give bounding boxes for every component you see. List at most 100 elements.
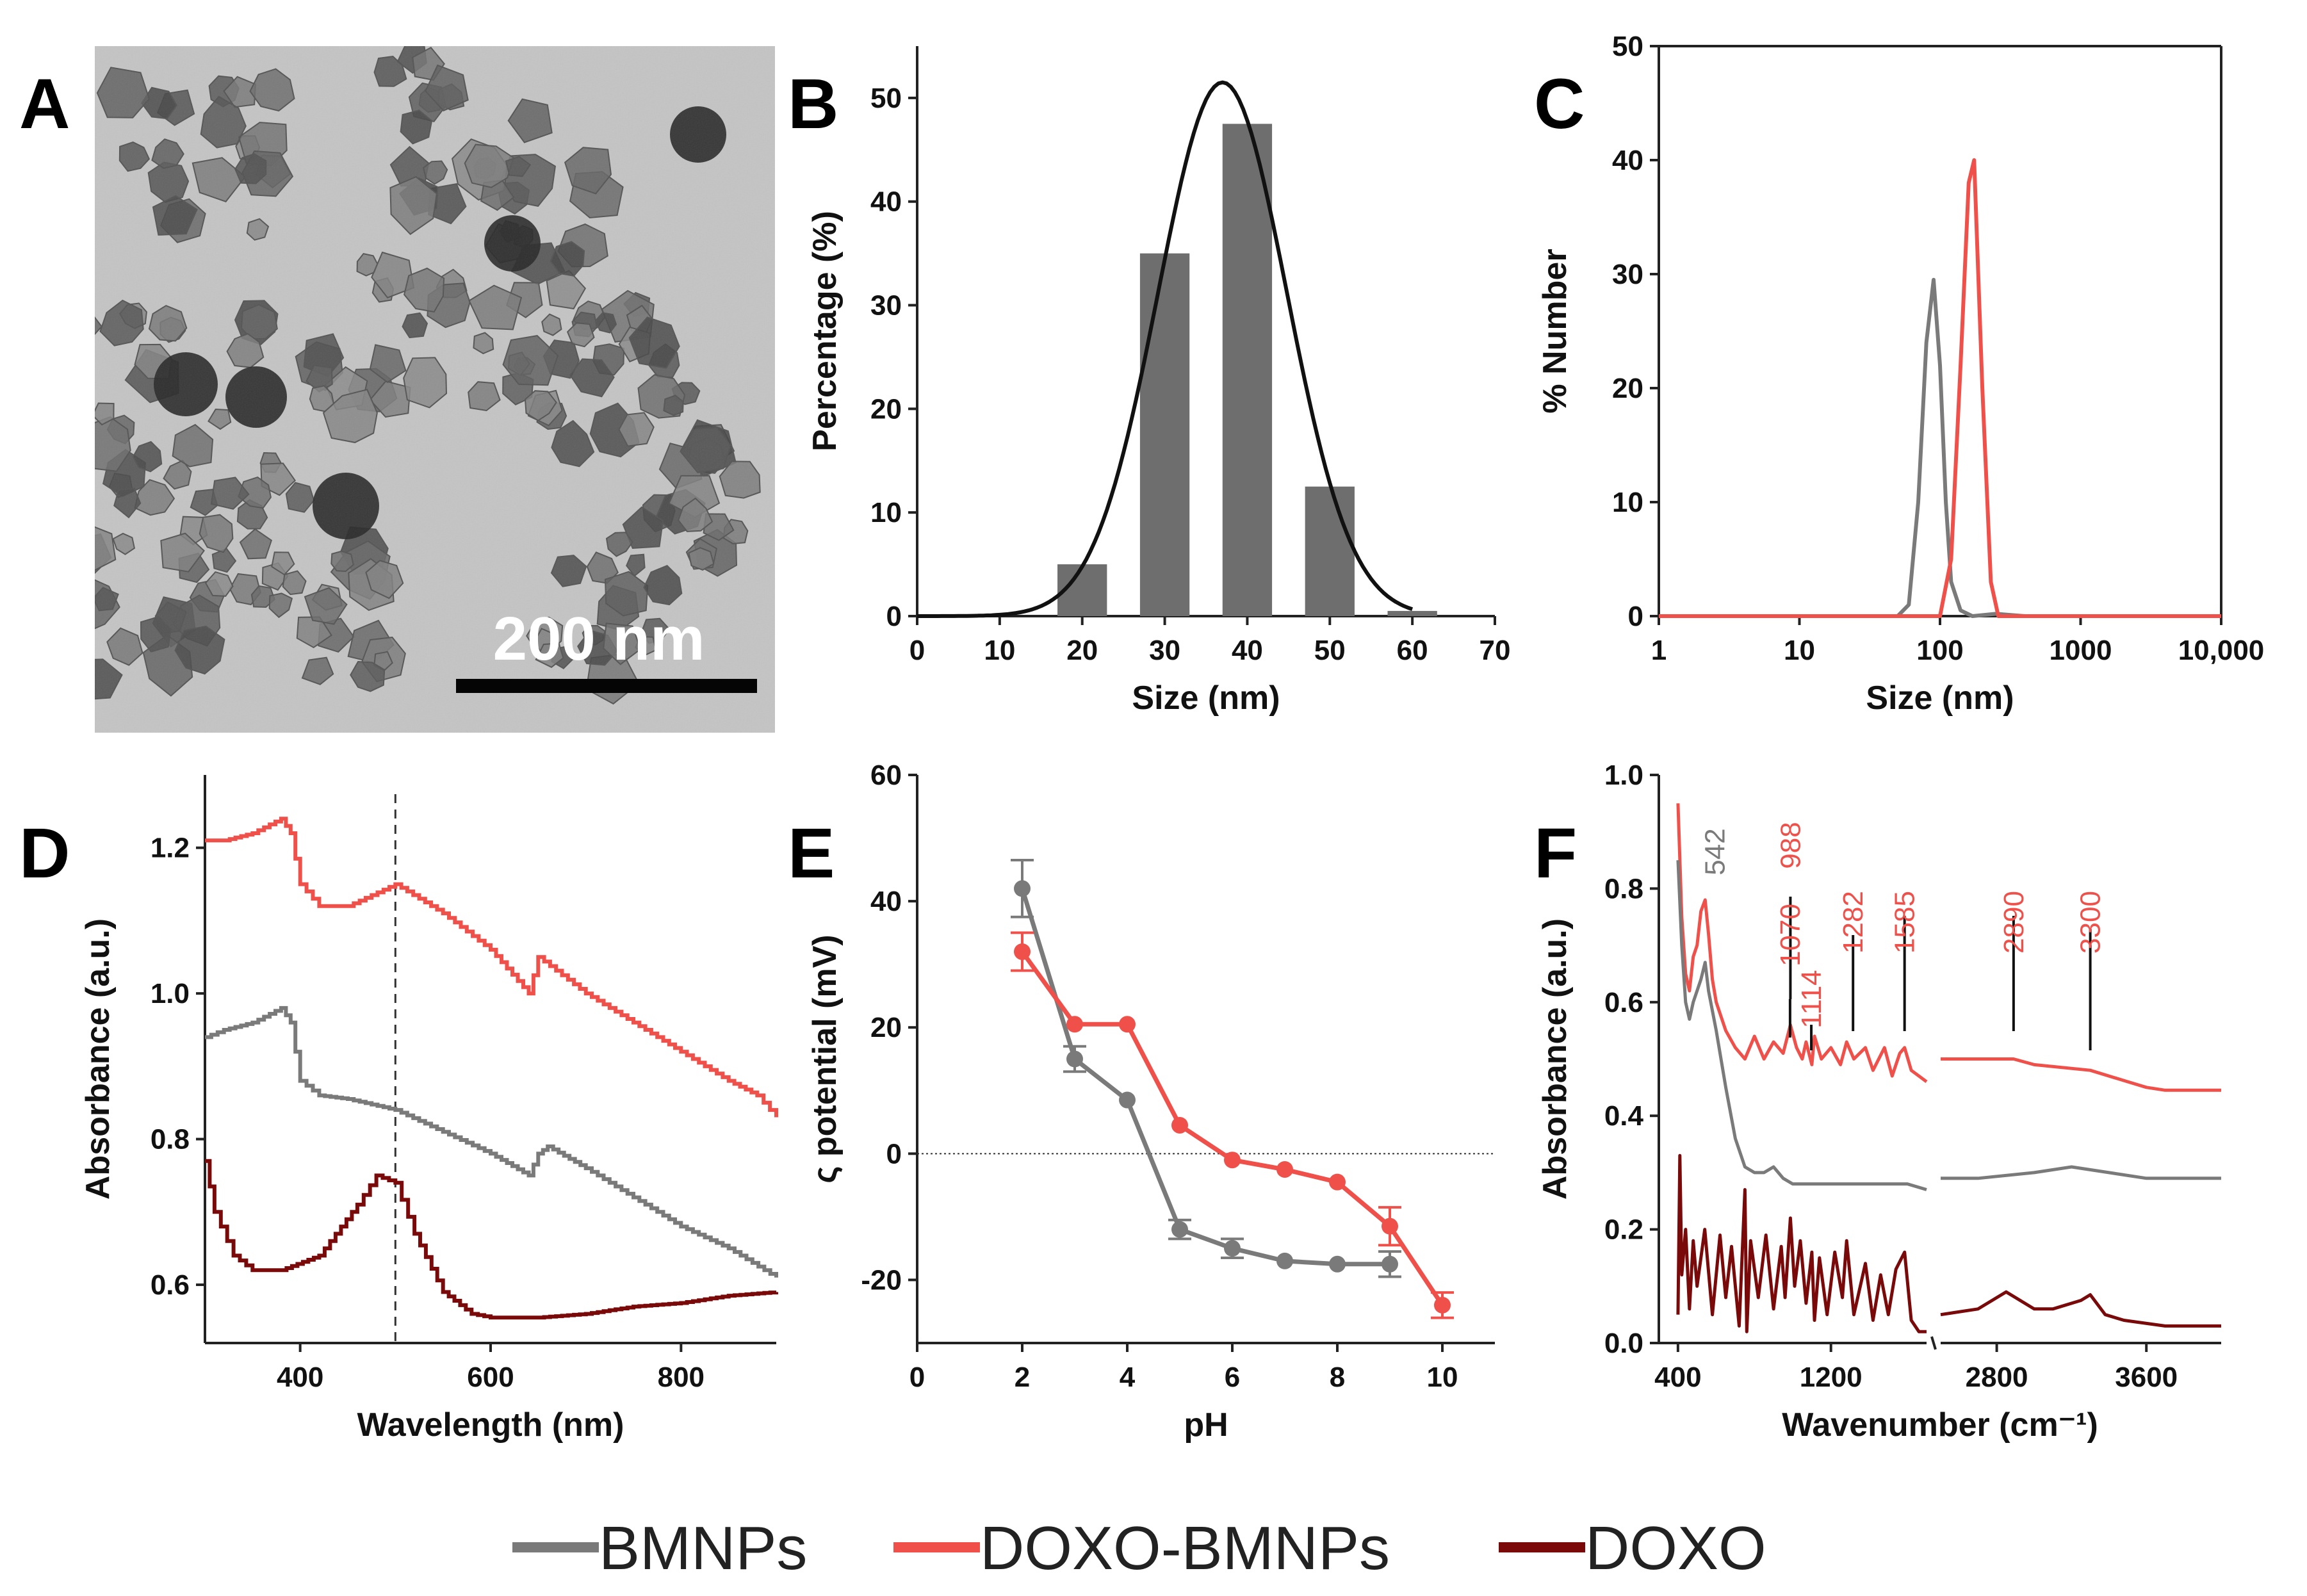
gaussian-fit-curve bbox=[917, 80, 1414, 618]
panel-e-zeta-potential: 0 2 4 6 8 10 -20 0 20 40 60 pH ς potential (mV) bbox=[806, 760, 1495, 1444]
panel-f-x-tick-label: 3600 bbox=[2115, 1362, 2178, 1393]
panel-b-x-tick-label: 60 bbox=[1397, 635, 1428, 666]
peak-label-2890: 2890 bbox=[1998, 891, 2030, 954]
panel-f-y-tick-label: 0.6 bbox=[1604, 987, 1643, 1018]
series-line-doxo-bmnps bbox=[1676, 803, 1928, 1084]
panel-f-x-tick-label: 1200 bbox=[1800, 1362, 1863, 1393]
panel-d-x-tick-label: 400 bbox=[277, 1362, 323, 1393]
panel-e-y-tick-label: 60 bbox=[870, 760, 902, 791]
data-point-doxo-bmnps bbox=[1329, 1173, 1346, 1191]
series-line-doxo bbox=[205, 1159, 778, 1320]
panel-letter-c: C bbox=[1534, 65, 1585, 143]
panel-c-x-tick-label: 1 bbox=[1651, 635, 1667, 666]
axis-break-mark bbox=[1930, 1336, 1937, 1350]
legend-label-doxo-bmnps: DOXO-BMNPs bbox=[980, 1514, 1390, 1583]
panel-b-x-tick-label: 10 bbox=[984, 635, 1015, 666]
series-line-bmnps bbox=[1659, 277, 2137, 618]
series-line-bmnps bbox=[1676, 859, 1927, 1191]
panel-c-y-tick-label: 30 bbox=[1612, 259, 1643, 290]
panel-d-y-tick-label: 1.2 bbox=[151, 833, 190, 864]
panel-e-x-axis-label: pH bbox=[1184, 1406, 1228, 1444]
panel-f-y-tick-label: 0.0 bbox=[1604, 1328, 1643, 1359]
data-point-doxo-bmnps bbox=[1224, 1152, 1241, 1169]
panel-e-x-tick-label: 4 bbox=[1120, 1362, 1136, 1393]
panel-b-x-tick-label: 70 bbox=[1480, 635, 1511, 666]
series-line-bmnps bbox=[205, 1006, 778, 1278]
data-point-doxo-bmnps bbox=[1382, 1217, 1398, 1235]
panel-f-x-tick-label: 2800 bbox=[1966, 1362, 2028, 1393]
panel-e-x-tick-label: 6 bbox=[1225, 1362, 1240, 1393]
series-line-bmnps-high-wavenumber bbox=[1941, 1165, 2221, 1180]
panel-b-y-tick-label: 0 bbox=[886, 601, 902, 632]
panel-c-y-tick-label: 10 bbox=[1612, 487, 1643, 518]
panel-c-y-tick-label: 20 bbox=[1612, 373, 1643, 404]
peak-label-988: 988 bbox=[1775, 822, 1806, 868]
panel-c-y-tick-label: 50 bbox=[1612, 31, 1643, 62]
data-point-doxo-bmnps bbox=[1276, 1160, 1293, 1178]
legend: BMNPs DOXO-BMNPs DOXO bbox=[512, 1514, 1766, 1583]
panel-e-y-tick-label: -20 bbox=[861, 1264, 902, 1296]
histogram-bar bbox=[1139, 253, 1190, 616]
panel-e-x-tick-label: 0 bbox=[909, 1362, 925, 1393]
panel-b-y-tick-label: 10 bbox=[870, 497, 902, 528]
panel-c-y-tick-label: 0 bbox=[1628, 601, 1643, 632]
data-point-bmnps bbox=[1014, 880, 1031, 897]
data-point-doxo-bmnps bbox=[1119, 1016, 1136, 1033]
legend-label-bmnps: BMNPs bbox=[599, 1514, 807, 1583]
panel-c-x-tick-label: 10 bbox=[1784, 635, 1815, 666]
panel-b-y-tick-label: 30 bbox=[870, 290, 902, 322]
panel-letter-a: A bbox=[19, 65, 70, 143]
histogram-bar bbox=[1305, 486, 1355, 616]
panel-b-x-tick-label: 0 bbox=[909, 635, 925, 666]
peak-label-1070: 1070 bbox=[1775, 904, 1806, 966]
peak-label-1585: 1585 bbox=[1889, 891, 1921, 954]
panel-d-y-axis-label: Absorbance (a.u.) bbox=[79, 918, 117, 1200]
data-point-bmnps bbox=[1119, 1091, 1136, 1109]
data-point-doxo-bmnps bbox=[1066, 1016, 1083, 1033]
panel-b-x-axis-label: Size (nm) bbox=[1132, 680, 1280, 717]
panel-b-x-tick-label: 50 bbox=[1314, 635, 1346, 666]
peak-label-1282: 1282 bbox=[1838, 891, 1869, 954]
panel-d-x-tick-label: 600 bbox=[467, 1362, 514, 1393]
data-point-doxo-bmnps bbox=[1171, 1116, 1188, 1134]
panel-e-y-tick-label: 40 bbox=[870, 886, 902, 917]
panel-c-y-axis-label: % Number bbox=[1537, 248, 1574, 413]
panel-c-dls-distribution: 1 10 100 1000 10,000 0 10 20 30 40 50 Size (nm) % Nu… bbox=[1537, 31, 2264, 717]
legend-label-doxo: DOXO bbox=[1585, 1514, 1766, 1583]
data-point-bmnps bbox=[1329, 1255, 1346, 1273]
panel-d-x-axis-label: Wavelength (nm) bbox=[357, 1406, 624, 1444]
series-line-doxo-bmnps bbox=[205, 817, 778, 1118]
panel-b-y-tick-label: 20 bbox=[870, 393, 902, 425]
panel-d-x-tick-label: 800 bbox=[658, 1362, 705, 1393]
panel-c-y-tick-label: 40 bbox=[1612, 145, 1643, 176]
data-point-bmnps bbox=[1171, 1221, 1188, 1238]
data-point-doxo-bmnps bbox=[1014, 943, 1031, 960]
panel-d-y-tick-label: 0.8 bbox=[151, 1124, 190, 1155]
panel-b-x-tick-label: 20 bbox=[1066, 635, 1098, 666]
panel-c-x-tick-label: 1000 bbox=[2050, 635, 2112, 666]
scale-bar bbox=[456, 679, 757, 693]
peak-label-3300: 3300 bbox=[2075, 891, 2107, 954]
data-point-bmnps bbox=[1382, 1255, 1398, 1273]
panel-b-size-histogram: 0 10 20 30 40 50 60 70 0 10 20 30 40 50 Size (nm) Perce… bbox=[806, 46, 1510, 717]
series-line-doxo-high-wavenumber bbox=[1940, 1290, 2221, 1328]
panel-b-y-tick-label: 50 bbox=[870, 83, 902, 114]
series-line-doxo-bmnps-high-wavenumber bbox=[1941, 1057, 2221, 1092]
panel-e-x-tick-label: 10 bbox=[1427, 1362, 1458, 1393]
data-point-doxo-bmnps bbox=[1434, 1296, 1451, 1314]
panel-b-y-tick-label: 40 bbox=[870, 186, 902, 218]
panel-b-x-tick-label: 30 bbox=[1149, 635, 1180, 666]
panel-d-y-tick-label: 0.6 bbox=[151, 1269, 190, 1301]
panel-f-x-tick-label: 400 bbox=[1654, 1362, 1701, 1393]
data-point-bmnps bbox=[1276, 1252, 1293, 1269]
panel-letter-f: F bbox=[1534, 814, 1577, 893]
scale-bar-label: 200 nm bbox=[493, 605, 705, 673]
panel-c-x-tick-label: 10,000 bbox=[2178, 635, 2265, 666]
panel-f-y-axis-label: Absorbance (a.u.) bbox=[1537, 918, 1574, 1200]
panel-e-x-tick-label: 8 bbox=[1330, 1362, 1345, 1393]
panel-e-y-tick-label: 0 bbox=[886, 1138, 902, 1169]
panel-letter-e: E bbox=[788, 814, 835, 893]
histogram-bar bbox=[1222, 124, 1273, 616]
panel-f-x-axis-label: Wavenumber (cm⁻¹) bbox=[1782, 1406, 2098, 1444]
